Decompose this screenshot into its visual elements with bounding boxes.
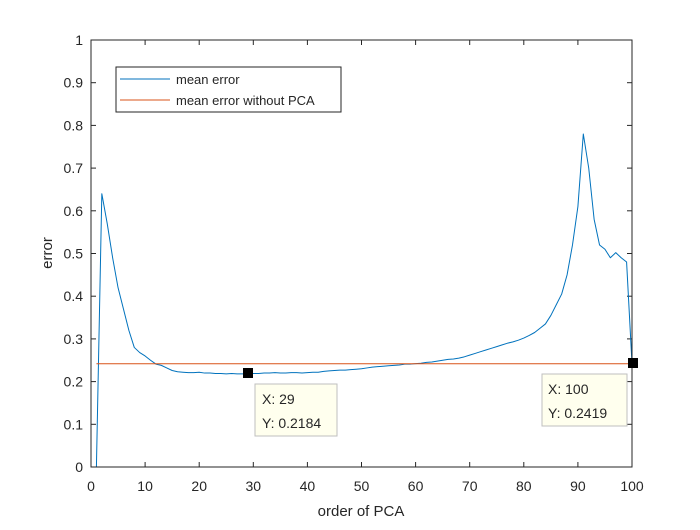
datatip-box: [254, 383, 338, 437]
legend-label-mean-error-without-pca: mean error without PCA: [176, 93, 315, 108]
x-tick-label: 10: [137, 478, 153, 494]
y-tick-label: 0.4: [64, 288, 84, 304]
y-tick-label: 0.7: [64, 160, 84, 176]
y-tick-label: 1: [75, 32, 83, 48]
x-tick-label: 60: [408, 478, 424, 494]
legend-box: [115, 66, 342, 113]
datatip-x-label: X: 29: [262, 391, 295, 407]
legend: mean error mean error without PCA: [115, 66, 342, 113]
datatip[interactable]: X: 100 Y: 0.2419: [541, 358, 638, 427]
datatip[interactable]: X: 29 Y: 0.2184: [243, 368, 338, 437]
legend-label-mean-error: mean error: [176, 72, 240, 87]
datatip-y-label: Y: 0.2419: [548, 405, 607, 421]
series-line-mean-error: [95, 133, 633, 468]
y-tick-label: 0.8: [64, 117, 84, 133]
ticks-layer: 0 10 20 30 40 50 60 70 80 90 100 0 0.1 0.2 0.3 0.4 0.5 0.…: [64, 32, 644, 494]
y-tick-label: 0.9: [64, 75, 84, 91]
y-axis-label: error: [39, 237, 56, 269]
y-tick-label: 0: [75, 459, 83, 475]
x-tick-label: 50: [354, 478, 370, 494]
x-tick-label: 70: [462, 478, 478, 494]
x-tick-label: 40: [300, 478, 316, 494]
axis-labels: order of PCA error: [39, 237, 404, 520]
x-tick-label: 90: [570, 478, 586, 494]
datatip-x-label: X: 100: [548, 381, 589, 397]
y-tick-label: 0.5: [64, 246, 84, 262]
y-tick-label: 0.6: [64, 203, 84, 219]
datatip-box: [541, 373, 628, 427]
x-tick-label: 80: [516, 478, 532, 494]
axes-box: [90, 39, 633, 468]
x-tick-label: 20: [191, 478, 207, 494]
x-tick-label: 100: [620, 478, 644, 494]
datatip-marker[interactable]: [628, 358, 638, 368]
y-tick-label: 0.3: [64, 331, 84, 347]
datatip-y-label: Y: 0.2184: [262, 415, 321, 431]
x-tick-label: 30: [246, 478, 262, 494]
datatip-marker[interactable]: [243, 368, 253, 378]
x-axis-label: order of PCA: [318, 503, 405, 520]
x-tick-label: 0: [87, 478, 95, 494]
y-tick-label: 0.2: [64, 374, 84, 390]
series-layer: [95, 133, 633, 468]
y-tick-label: 0.1: [64, 416, 84, 432]
